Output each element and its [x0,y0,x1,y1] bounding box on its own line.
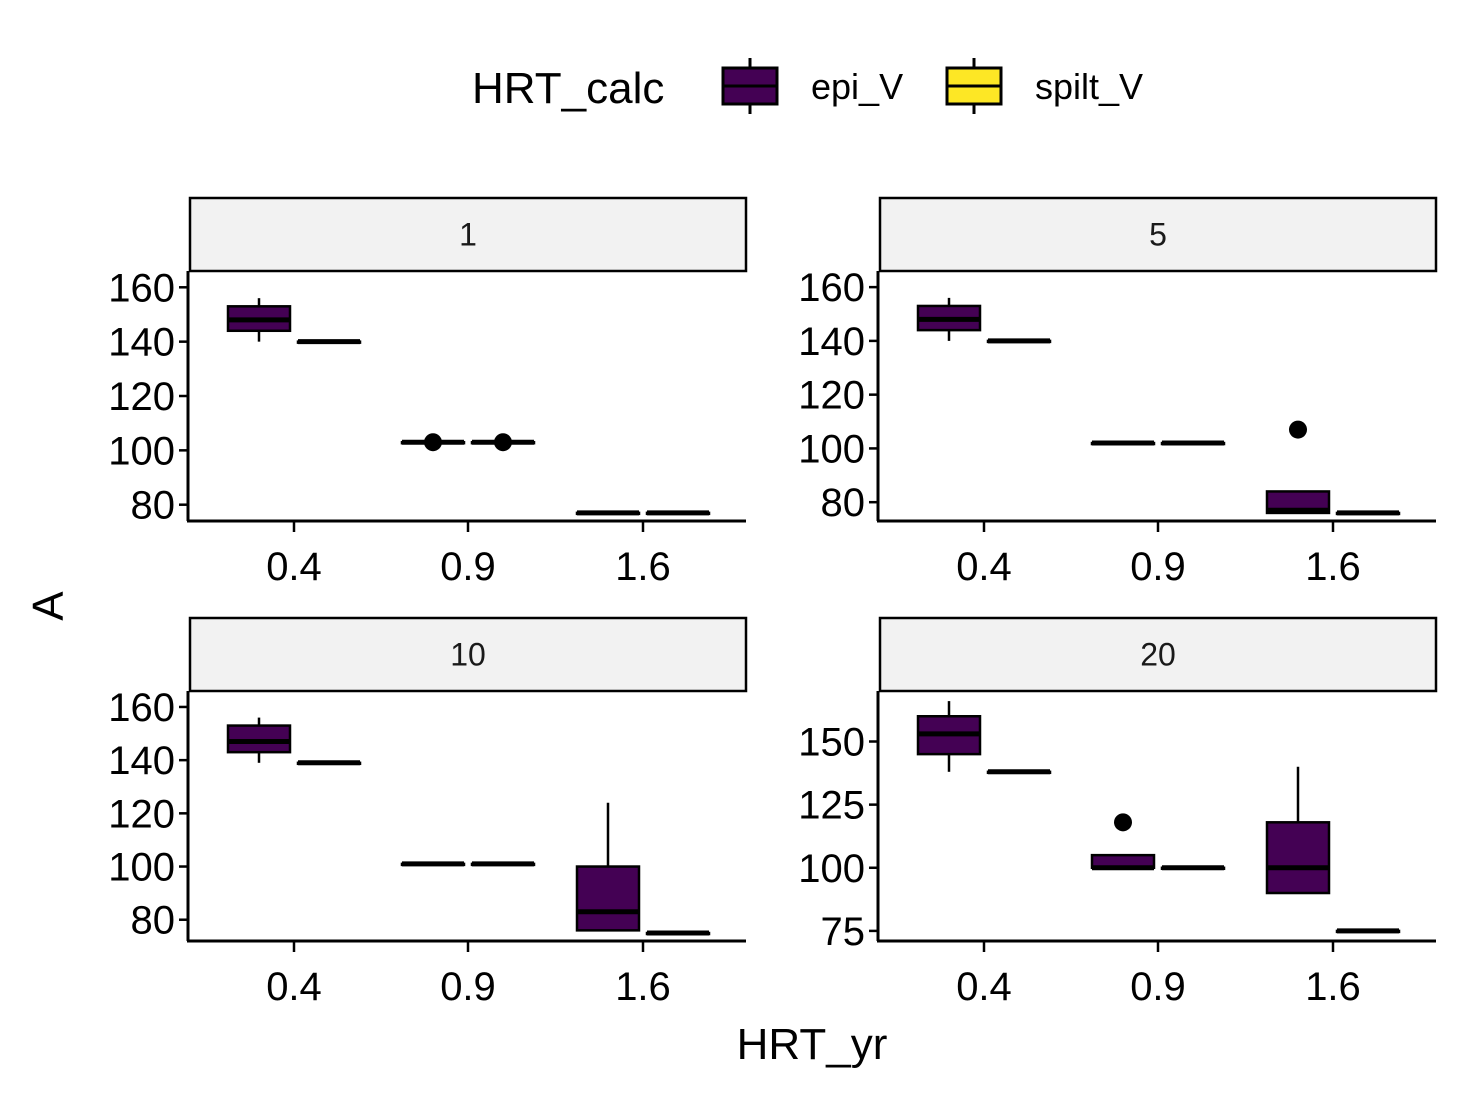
y-tick-label: 160 [108,266,175,310]
boxplot-spilt-v-1.6 [645,930,711,936]
y-tick-label: 160 [108,686,175,730]
facet-strip-label: 1 [459,217,477,253]
facet-panels: 1 80 100 120 140 160 0.4 0.9 1.6 5 80 100 120 140 160 0… [108,196,1438,1009]
boxplot-spilt-v-0.4 [296,339,362,345]
boxplot-spilt-v-1.6 [1335,510,1401,516]
legend-label-spilt-v: spilt_V [1035,66,1143,107]
boxplot-spilt-v-0.4 [986,338,1052,344]
y-tick-label: 140 [798,320,865,364]
boxplot-epi-v-1.6 [1265,420,1331,515]
y-tick-label: 150 [798,721,865,765]
outlier-point [424,433,442,452]
x-tick-label: 1.6 [615,545,671,589]
boxplot-epi-v-0.9 [1090,813,1156,871]
facet-strip-label: 20 [1140,637,1176,673]
x-tick-label: 0.9 [1130,965,1186,1009]
boxplot-spilt-v-1.6 [1335,928,1401,934]
facet-strip [188,616,748,693]
x-tick-label: 1.6 [615,965,671,1009]
y-tick-label: 120 [798,374,865,418]
facet-panel-1: 1 80 100 120 140 160 0.4 0.9 1.6 [108,196,748,589]
boxplot-epi-v-0.9 [400,433,466,452]
y-tick-label: 160 [798,266,865,310]
facet-strip [878,196,1438,273]
boxplot-epi-v-1.6 [575,510,641,516]
x-tick-label: 0.4 [266,965,322,1009]
y-tick-label: 75 [821,910,866,954]
boxplot-epi-v-0.9 [1090,440,1156,446]
facet-strip [878,616,1438,693]
y-tick-label: 100 [108,846,175,890]
x-tick-label: 0.9 [440,965,496,1009]
y-tick-label: 140 [108,739,175,783]
boxplot-epi-v-1.6 [1265,766,1331,895]
x-tick-label: 1.6 [1305,545,1361,589]
boxplot-spilt-v-0.9 [1160,865,1226,871]
facet-panel-20: 20 75 100 125 150 0.4 0.9 1.6 [798,616,1438,1009]
box-body [226,724,292,754]
boxplot-epi-v-0.4 [226,298,292,342]
box-body [1265,490,1331,515]
facet-strip [188,196,748,273]
facet-strip-label: 10 [450,637,486,673]
x-axis-title: HRT_yr [737,1020,888,1069]
legend-key-epi-v [721,58,779,114]
boxplot-epi-v-0.4 [226,717,292,763]
boxplot-spilt-v-1.6 [645,510,711,516]
y-tick-label: 100 [108,429,175,473]
boxplot-spilt-v-0.9 [470,433,536,452]
legend-label-epi-v: epi_V [811,66,903,107]
outlier-point [494,433,512,452]
legend-key-spilt-v [945,58,1003,114]
facet-panel-10: 10 80 100 120 140 160 0.4 0.9 1.6 [108,616,748,1009]
y-tick-label: 80 [131,484,176,528]
x-tick-label: 0.4 [956,965,1012,1009]
y-tick-label: 80 [821,481,866,525]
boxplot-epi-v-0.9 [400,861,466,867]
boxplot-spilt-v-0.4 [986,769,1052,775]
boxplot-spilt-v-0.9 [470,861,536,867]
y-axis-title: A [24,591,73,621]
x-tick-label: 0.4 [956,545,1012,589]
legend-title: HRT_calc [472,64,664,113]
facet-strip-label: 5 [1149,217,1167,253]
y-tick-label: 120 [108,792,175,836]
boxplot-epi-v-0.4 [916,701,982,772]
x-tick-label: 0.9 [1130,545,1186,589]
boxplot-spilt-v-0.4 [296,760,362,766]
y-tick-label: 120 [108,375,175,419]
x-tick-label: 0.9 [440,545,496,589]
legend: HRT_calc epi_V spilt_V [472,58,1143,114]
outlier-point [1289,420,1307,439]
boxplot-spilt-v-0.9 [1160,440,1226,446]
boxplot-epi-v-0.4 [916,297,982,341]
boxplot-epi-v-1.6 [575,802,641,932]
x-tick-label: 1.6 [1305,965,1361,1009]
x-tick-label: 0.4 [266,545,322,589]
y-tick-label: 100 [798,427,865,471]
y-tick-label: 80 [131,899,176,943]
outlier-point [1114,813,1132,832]
y-tick-label: 125 [798,784,865,828]
y-tick-label: 140 [108,321,175,365]
facet-panel-5: 5 80 100 120 140 160 0.4 0.9 1.6 [798,196,1438,589]
box-body [575,865,641,932]
box-body [1265,821,1331,895]
y-tick-label: 100 [798,847,865,891]
